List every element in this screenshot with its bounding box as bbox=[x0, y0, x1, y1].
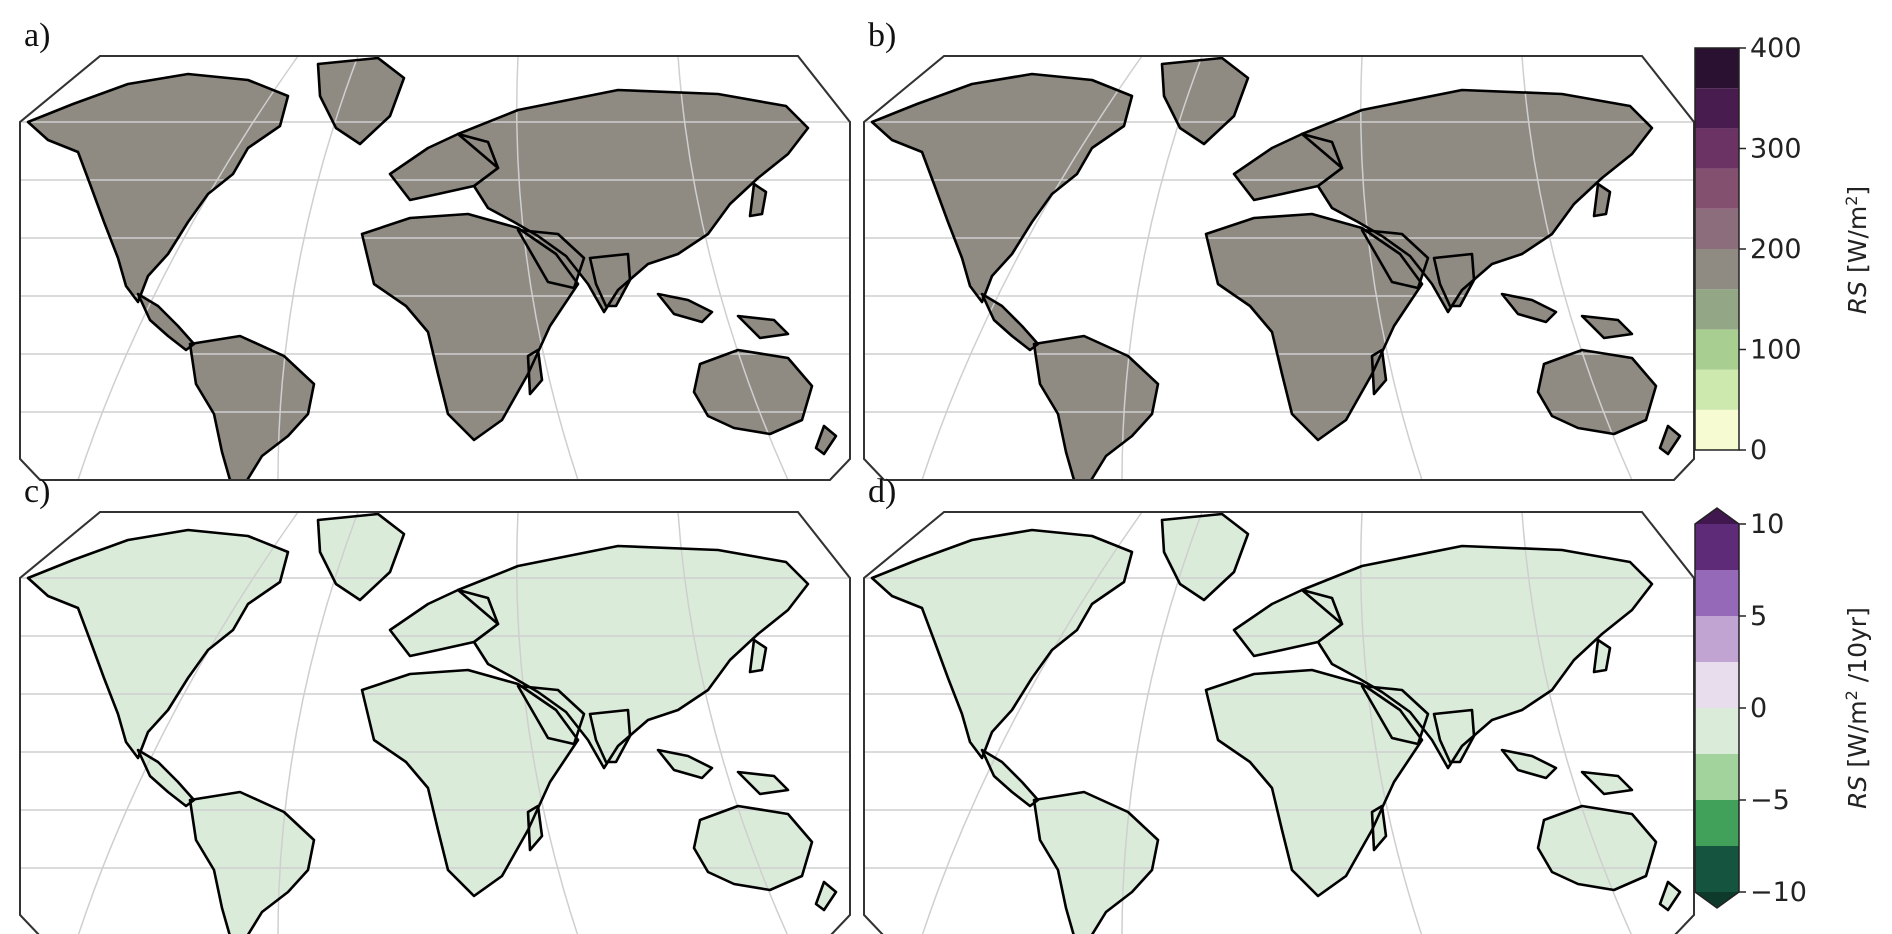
colorbar-segment bbox=[1695, 708, 1739, 754]
colorbar-trend-extend-low bbox=[1695, 892, 1739, 908]
graticule bbox=[864, 56, 1694, 480]
colorbar-segment bbox=[1695, 409, 1739, 450]
colorbar-trend-title: RS [W/m2 /10yr] bbox=[1842, 607, 1872, 809]
colorbar-tick-label: 300 bbox=[1750, 134, 1802, 165]
colorbar-trend: 10 5 0 −5 −10 RS [W/m2 /10yr] bbox=[1694, 507, 1872, 909]
colorbar-segment bbox=[1695, 329, 1739, 370]
meridian-line bbox=[1521, 512, 1633, 934]
panel-label-c: c) bbox=[24, 473, 50, 510]
colorbar-segment bbox=[1695, 616, 1739, 662]
colorbar-segment bbox=[1695, 662, 1739, 708]
colorbar-trend-extend-high bbox=[1695, 508, 1739, 524]
meridian-line bbox=[277, 56, 359, 480]
colorbar-segment bbox=[1695, 168, 1739, 209]
meridian-line bbox=[1121, 56, 1203, 480]
meridian-line bbox=[516, 512, 579, 934]
colorbar-segment bbox=[1695, 570, 1739, 616]
colorbar-trend-blocks bbox=[1695, 524, 1739, 892]
colorbar-segment bbox=[1695, 249, 1739, 290]
meridian-line bbox=[921, 512, 1143, 934]
colorbar-tick-label: −5 bbox=[1750, 785, 1790, 816]
panel-d bbox=[863, 511, 1695, 934]
colorbar-segment bbox=[1695, 369, 1739, 410]
colorbar-absolute-blocks bbox=[1695, 48, 1739, 450]
panel-a bbox=[19, 55, 851, 481]
colorbar-segment bbox=[1695, 88, 1739, 129]
colorbar-tick-label: 0 bbox=[1750, 693, 1767, 724]
panel-label-b: b) bbox=[868, 17, 896, 54]
meridian-line bbox=[1360, 56, 1423, 480]
colorbar-segment bbox=[1695, 800, 1739, 846]
meridian-line bbox=[77, 512, 299, 934]
colorbar-segment bbox=[1695, 289, 1739, 330]
meridian-line bbox=[1521, 56, 1633, 480]
panel-label-d: d) bbox=[868, 473, 896, 510]
graticule bbox=[20, 512, 850, 934]
colorbar-segment bbox=[1695, 524, 1739, 570]
panel-c bbox=[19, 511, 851, 934]
colorbar-tick-label: 400 bbox=[1750, 33, 1802, 64]
graticule bbox=[20, 56, 850, 480]
meridian-line bbox=[677, 512, 789, 934]
meridian-line bbox=[1360, 512, 1423, 934]
colorbar-tick-label: 0 bbox=[1750, 435, 1767, 466]
colorbar-segment bbox=[1695, 754, 1739, 800]
meridian-line bbox=[921, 56, 1143, 480]
meridian-line bbox=[677, 56, 789, 480]
meridian-line bbox=[77, 56, 299, 480]
panel-label-a: a) bbox=[24, 17, 50, 54]
colorbar-tick-label: −10 bbox=[1750, 877, 1807, 908]
graticule bbox=[864, 512, 1694, 934]
panel-b bbox=[863, 55, 1695, 481]
colorbar-tick-label: 5 bbox=[1750, 601, 1767, 632]
colorbar-tick-label: 200 bbox=[1750, 234, 1802, 265]
colorbar-tick-label: 10 bbox=[1750, 509, 1784, 540]
colorbar-segment bbox=[1695, 208, 1739, 249]
colorbar-segment bbox=[1695, 48, 1739, 89]
colorbar-segment bbox=[1695, 128, 1739, 169]
meridian-line bbox=[277, 512, 359, 934]
meridian-line bbox=[516, 56, 579, 480]
meridian-line bbox=[1121, 512, 1203, 934]
colorbar-absolute: 400 300 200 100 0 RS [W/m2] bbox=[1694, 33, 1872, 466]
colorbar-segment bbox=[1695, 846, 1739, 892]
colorbar-tick-label: 100 bbox=[1750, 335, 1802, 366]
colorbar-absolute-title: RS [W/m2] bbox=[1842, 186, 1872, 314]
